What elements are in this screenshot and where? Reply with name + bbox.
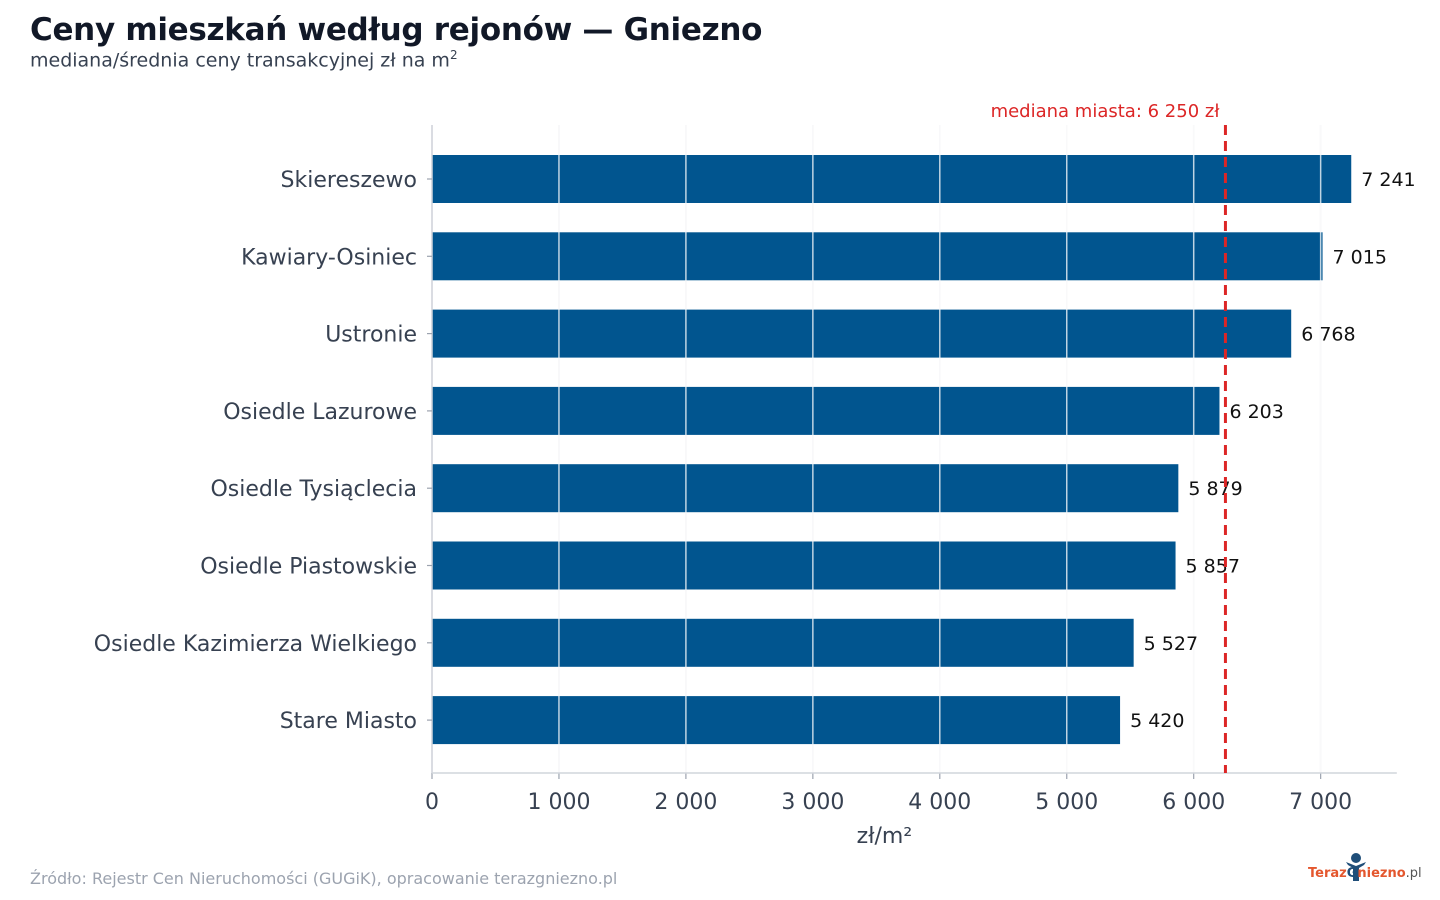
- x-tick-label: 5 000: [1035, 790, 1098, 815]
- bar: [432, 464, 1179, 513]
- source-note: Źródło: Rejestr Cen Nieruchomości (GUGiK…: [30, 869, 618, 888]
- bar: [432, 309, 1292, 358]
- value-label: 5 527: [1144, 633, 1198, 655]
- bar: [432, 541, 1176, 590]
- site-logo: TerazGniezno.pl: [1308, 852, 1422, 892]
- bar: [432, 386, 1220, 435]
- category-label: Ustronie: [325, 323, 417, 348]
- gridline-overlay: [558, 125, 1322, 773]
- category-label: Skiereszewo: [281, 168, 417, 193]
- category-label: Kawiary-Osiniec: [241, 245, 417, 270]
- bars: [432, 155, 1352, 745]
- axes: [427, 125, 1397, 779]
- chart-subtitle: mediana/średnia ceny transakcyjnej zł na…: [30, 48, 458, 72]
- x-tick-label: 1 000: [527, 790, 590, 815]
- value-label: 5 879: [1188, 478, 1242, 500]
- chart-title: Ceny mieszkań według rejonów — Gniezno: [30, 12, 763, 48]
- value-label: 5 420: [1130, 710, 1184, 732]
- category-label: Stare Miasto: [280, 709, 417, 734]
- category-label: Osiedle Piastowskie: [200, 555, 417, 580]
- x-tick-label: 7 000: [1289, 790, 1352, 815]
- value-label: 6 768: [1301, 324, 1355, 346]
- category-label: Osiedle Kazimierza Wielkiego: [94, 632, 417, 657]
- x-tick-label: 6 000: [1162, 790, 1225, 815]
- bar: [432, 232, 1323, 281]
- x-tick-label: 0: [425, 790, 439, 815]
- value-label: 6 203: [1229, 401, 1283, 423]
- bar: [432, 618, 1134, 667]
- bar: [432, 696, 1121, 745]
- x-tick-label: 2 000: [654, 790, 717, 815]
- labels: 0 1 000 2 000 3 000 4 000 5 000 6 000 7 000 Skie…: [94, 168, 1416, 849]
- bar: [432, 155, 1352, 203]
- reference-line-group: mediana miasta: 6 250 zł: [991, 101, 1227, 773]
- reference-line-label: mediana miasta: 6 250 zł: [991, 101, 1221, 122]
- person-icon: [1346, 853, 1366, 881]
- x-axis-title: zł/m²: [857, 824, 912, 849]
- value-label: 5 857: [1186, 556, 1240, 578]
- category-label: Osiedle Lazurowe: [223, 400, 417, 425]
- category-label: Osiedle Tysiąclecia: [210, 477, 417, 502]
- x-tick-label: 4 000: [908, 790, 971, 815]
- x-tick-label: 3 000: [781, 790, 844, 815]
- value-label: 7 241: [1361, 169, 1415, 191]
- value-label: 7 015: [1333, 246, 1387, 268]
- grid-lines: [431, 125, 1322, 773]
